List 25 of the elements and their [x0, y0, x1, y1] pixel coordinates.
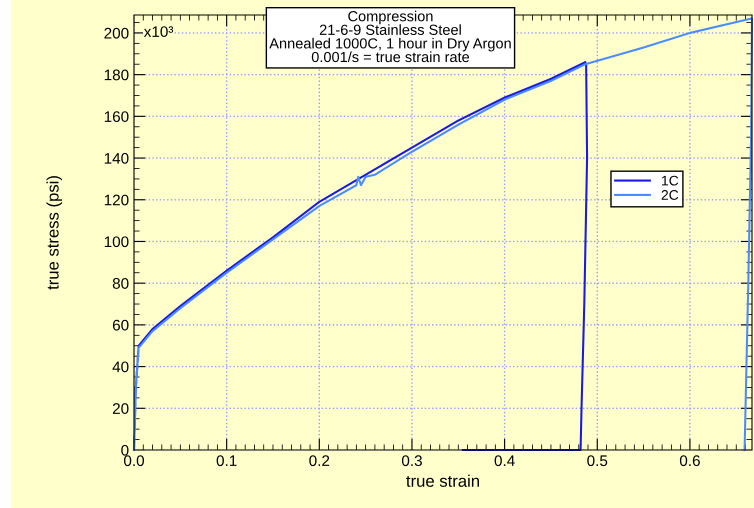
x-tick-label: 0.0 — [124, 455, 144, 466]
x-tick-label: 0.5 — [587, 455, 608, 466]
x-tick-label: 0.6 — [680, 455, 700, 466]
y-tick-label: 60 — [112, 320, 129, 331]
y-axis-title: true stress (psi) — [46, 176, 62, 290]
x-tick-label: 0.1 — [216, 455, 237, 466]
legend-label: 2C — [662, 190, 678, 200]
y-tick-label: 120 — [104, 194, 129, 206]
legend-label: 1C — [662, 176, 678, 186]
y-tick-label: 80 — [112, 278, 129, 289]
y-tick-label: 140 — [104, 152, 129, 164]
y-tick-label: 0 — [121, 444, 129, 456]
line-series — [132, 61, 588, 452]
annotation: Compression 21-6-9 Stainless Steel Annealed 1000C, 1 hour in Dry Argon 0.001/s = true strain rate — [269, 10, 511, 62]
y-tick-label: 200 — [104, 28, 129, 39]
x-tick-label: 0.3 — [402, 455, 422, 466]
y-tick-label: 160 — [104, 111, 129, 122]
annotation: x10³ — [144, 26, 174, 38]
y-tick-label: 180 — [104, 70, 129, 80]
y-tick-label: 40 — [112, 361, 129, 372]
x-tick-label: 0.2 — [309, 455, 330, 466]
y-tick-label: 20 — [112, 403, 129, 414]
y-tick-label: 100 — [104, 236, 129, 248]
x-axis-title: true strain — [406, 474, 479, 487]
x-tick-label: 0.4 — [494, 455, 515, 466]
